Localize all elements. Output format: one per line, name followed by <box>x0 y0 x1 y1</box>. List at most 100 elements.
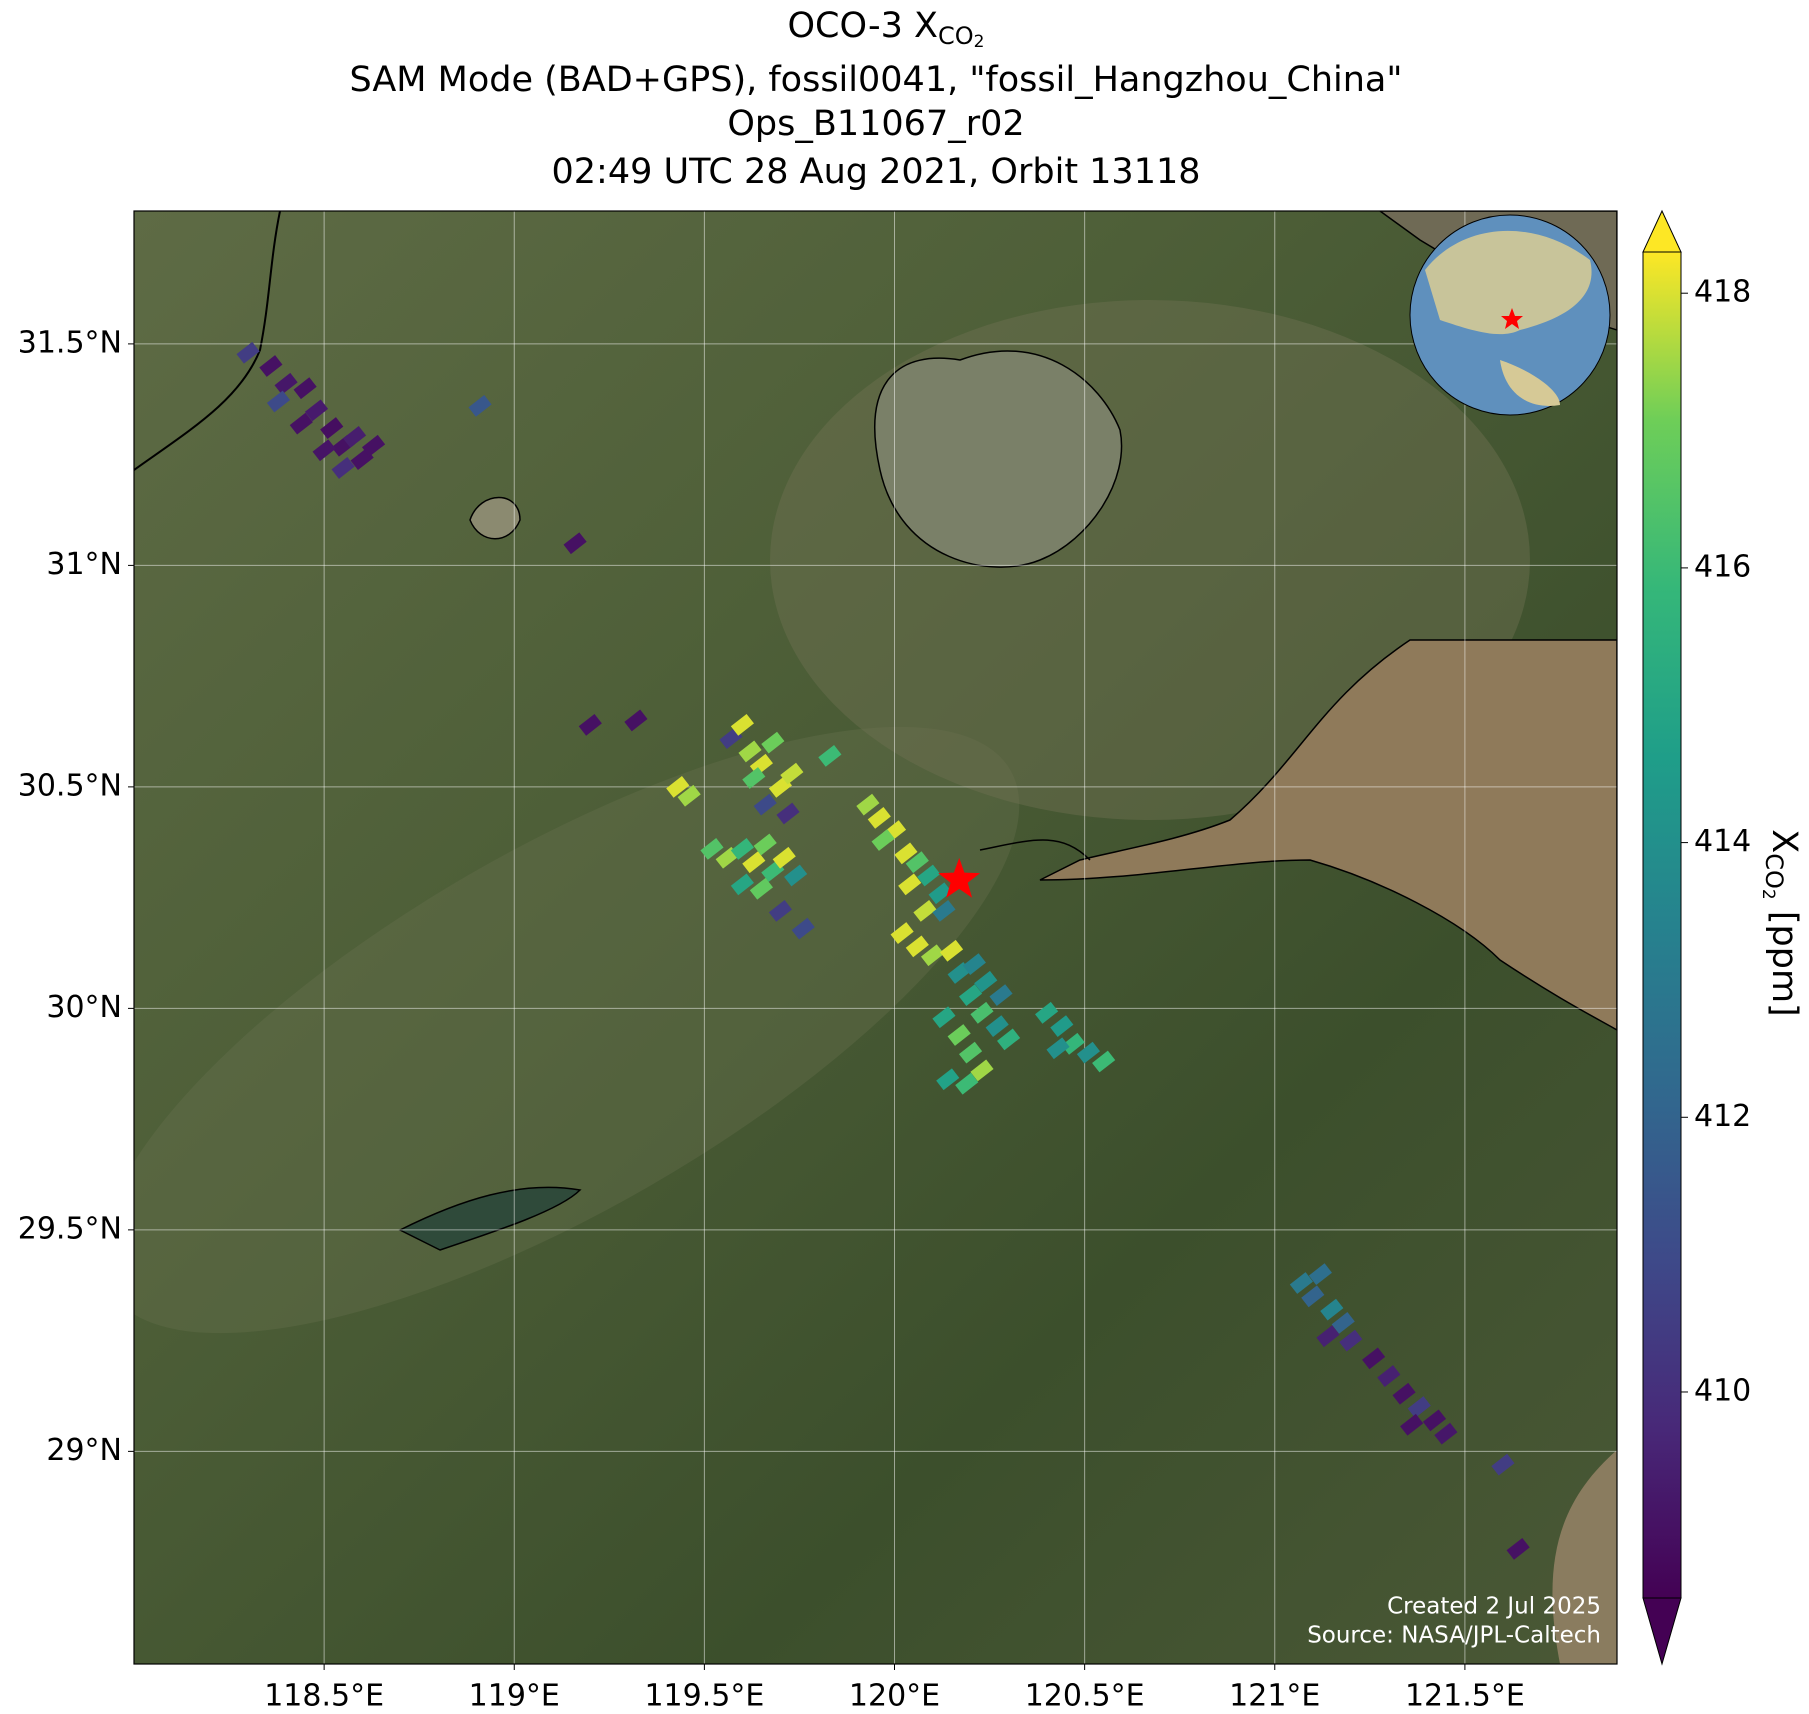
sounding <box>985 1015 1009 1037</box>
sounding <box>578 713 602 736</box>
sounding <box>958 984 983 1006</box>
sounding <box>955 1072 979 1095</box>
sounding <box>905 935 929 958</box>
soundings <box>236 341 1530 1560</box>
plot-frame <box>133 210 1618 1665</box>
sounding <box>928 882 952 905</box>
sounding <box>1308 1263 1332 1286</box>
sounding <box>1377 1365 1401 1387</box>
sounding <box>1076 1041 1101 1064</box>
sounding <box>1061 1032 1085 1055</box>
x-tick-label: 118.5°E <box>264 1679 384 1714</box>
x-tick-label: 119°E <box>469 1679 560 1714</box>
sounding <box>753 833 777 856</box>
grid <box>134 211 1617 1664</box>
y-tick-label: 29.5°N <box>18 1211 122 1246</box>
sounding <box>730 713 754 736</box>
sounding <box>1331 1312 1355 1334</box>
sounding <box>700 838 724 860</box>
sounding <box>939 939 964 962</box>
sounding <box>761 731 785 754</box>
sounding <box>920 944 945 967</box>
colorbar-frame <box>1642 251 1682 1599</box>
colorbar-tick-label: 412 <box>1694 1099 1751 1134</box>
y-tick-label: 29°N <box>46 1433 122 1468</box>
basemap <box>134 211 1617 1664</box>
sounding <box>331 457 355 479</box>
x-tick-label: 120°E <box>849 1679 940 1714</box>
sounding <box>1506 1537 1530 1560</box>
sounding <box>1092 1050 1116 1073</box>
sounding <box>304 399 329 422</box>
sounding <box>468 395 492 417</box>
sounding <box>871 829 895 851</box>
sounding <box>1046 1037 1070 1060</box>
colorbar <box>1643 252 1681 1598</box>
title: OCO-3 XCO2 <box>788 6 985 52</box>
sounding <box>932 900 956 922</box>
sounding <box>1434 1422 1458 1445</box>
colorbar-label: XCO2 [ppm] <box>1758 829 1804 1016</box>
sounding <box>791 917 815 940</box>
version: Ops_B11067_r02 <box>727 104 1024 144</box>
y-tick-label: 31.5°N <box>18 325 122 360</box>
y-tick-label: 30°N <box>46 990 122 1025</box>
sounding <box>776 802 800 825</box>
sounding <box>753 793 777 816</box>
sounding <box>1035 1001 1059 1024</box>
sounding <box>1316 1325 1340 1348</box>
sounding <box>1050 1015 1074 1037</box>
sounding <box>932 1006 956 1029</box>
sounding <box>898 873 922 896</box>
sounding <box>890 922 914 944</box>
sounding <box>962 953 986 975</box>
y-tick-label: 31°N <box>46 547 122 582</box>
sounding <box>970 1001 994 1024</box>
time: 02:49 UTC 28 Aug 2021, Orbit 13118 <box>551 152 1200 192</box>
sounding <box>867 807 891 829</box>
sounding <box>361 434 386 457</box>
sounding <box>768 900 793 922</box>
colorbar-tick-label: 414 <box>1694 824 1751 859</box>
sounding <box>342 426 367 448</box>
sounding <box>818 744 842 767</box>
colorbar-extend-max <box>1642 209 1682 253</box>
colorbar-tick-label: 410 <box>1694 1373 1751 1408</box>
sounding <box>236 341 260 364</box>
sounding <box>259 355 283 377</box>
inset-globe <box>1409 214 1611 416</box>
sounding <box>1422 1409 1447 1432</box>
credit-created: Created 2 Jul 2025 <box>1387 1594 1601 1620</box>
sounding <box>738 740 762 763</box>
y-tick-label: 30.5°N <box>18 768 122 803</box>
sounding <box>784 864 808 887</box>
sounding <box>677 784 701 807</box>
sounding <box>1301 1285 1325 1308</box>
sounding <box>742 851 766 874</box>
sounding <box>1339 1329 1363 1352</box>
sounding <box>1491 1453 1515 1476</box>
sounding <box>947 1024 971 1046</box>
colorbar-extend-min <box>1642 1597 1682 1666</box>
sounding <box>1320 1298 1344 1321</box>
sounding <box>730 873 754 896</box>
sounding <box>1392 1382 1416 1405</box>
sounding <box>320 417 344 439</box>
sounding <box>312 439 336 462</box>
target-star <box>938 857 981 898</box>
credit-source: Source: NASA/JPL-Caltech <box>1307 1623 1601 1649</box>
sounding <box>894 842 918 865</box>
sounding <box>730 838 754 860</box>
sounding <box>293 377 317 400</box>
subtitle: SAM Mode (BAD+GPS), fossil0041, "fossil_… <box>350 60 1403 100</box>
x-tick-label: 121.5°E <box>1405 1679 1525 1714</box>
sounding <box>856 793 880 816</box>
sounding <box>913 900 937 922</box>
sounding <box>780 762 804 785</box>
x-tick-label: 121°E <box>1229 1679 1320 1714</box>
sounding <box>624 709 648 732</box>
x-tick-label: 119.5°E <box>644 1679 764 1714</box>
sounding <box>997 1028 1021 1051</box>
sounding <box>970 1059 994 1082</box>
sounding <box>563 532 587 555</box>
